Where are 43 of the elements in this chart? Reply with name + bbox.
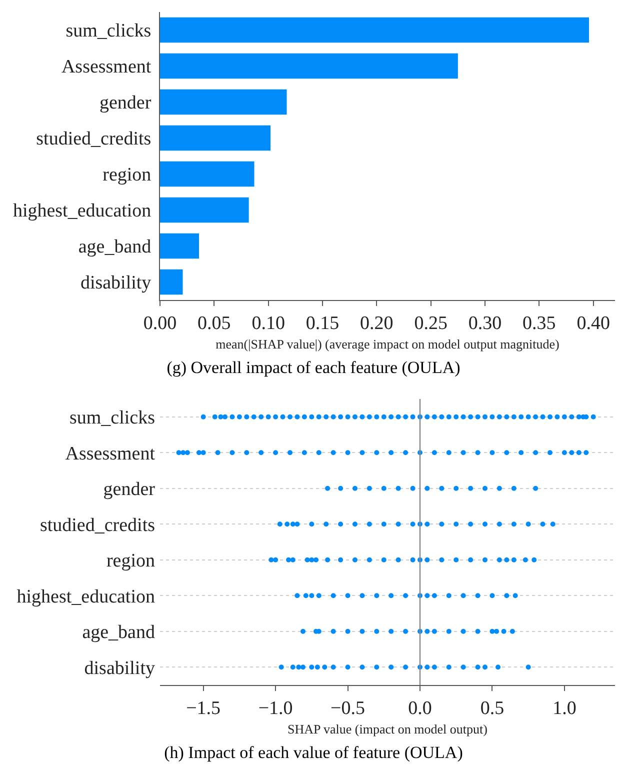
x-tick-label: 0.20 <box>360 312 394 334</box>
y-tick-label: disability <box>84 658 156 679</box>
x-tick-label: 0.25 <box>414 312 448 334</box>
x-axis-title: mean(|SHAP value|) (average impact on model output magnitude) <box>216 336 560 352</box>
x-tick-label: −1.0 <box>258 698 293 719</box>
x-tick-label: 0.05 <box>198 312 231 334</box>
x-tick-label: 0.35 <box>522 312 556 334</box>
x-axis-title: SHAP value (impact on model output) <box>288 721 488 736</box>
bar <box>160 53 458 79</box>
y-tick-label: highest_education <box>12 200 152 222</box>
text: (g) Overall impact of each feature (OULA) <box>166 358 462 379</box>
y-tick-label: sum_clicks <box>66 20 152 42</box>
bar <box>160 269 183 295</box>
y-tick-label: region <box>106 550 156 572</box>
x-tick-label: −0.5 <box>330 698 366 719</box>
y-tick-label: gender <box>99 92 152 114</box>
bar <box>160 17 589 43</box>
y-tick-label: studied_credits <box>36 128 152 150</box>
text: (h) Impact of each value of feature (OULA) <box>163 743 464 764</box>
x-tick-label: 0.15 <box>306 312 340 334</box>
y-tick-label: studied_credits <box>40 514 155 536</box>
y-tick-label: Assessment <box>65 443 156 464</box>
y-tick-label: highest_education <box>16 586 156 608</box>
y-tick-label: age_band <box>82 622 156 644</box>
x-tick-label: −1.5 <box>186 698 221 719</box>
x-tick-label: 0.40 <box>576 312 610 334</box>
y-tick-label: Assessment <box>61 56 152 78</box>
y-tick-label: region <box>102 164 152 186</box>
y-tick-label: sum_clicks <box>70 408 155 429</box>
x-tick-label: 0.10 <box>252 312 285 334</box>
x-tick-label: 0.00 <box>143 312 177 334</box>
y-tick-label: disability <box>80 272 152 294</box>
x-tick-label: 1.0 <box>552 698 576 719</box>
x-tick-label: 0.0 <box>408 698 432 719</box>
bar <box>160 89 287 115</box>
x-tick-label: 0.5 <box>480 698 504 719</box>
bar <box>160 125 270 151</box>
y-tick-label: age_band <box>78 236 152 258</box>
x-tick-label: 0.30 <box>468 312 502 334</box>
bar <box>160 161 254 187</box>
y-tick-label: gender <box>103 479 156 500</box>
bar <box>160 197 249 223</box>
bar <box>160 233 199 259</box>
